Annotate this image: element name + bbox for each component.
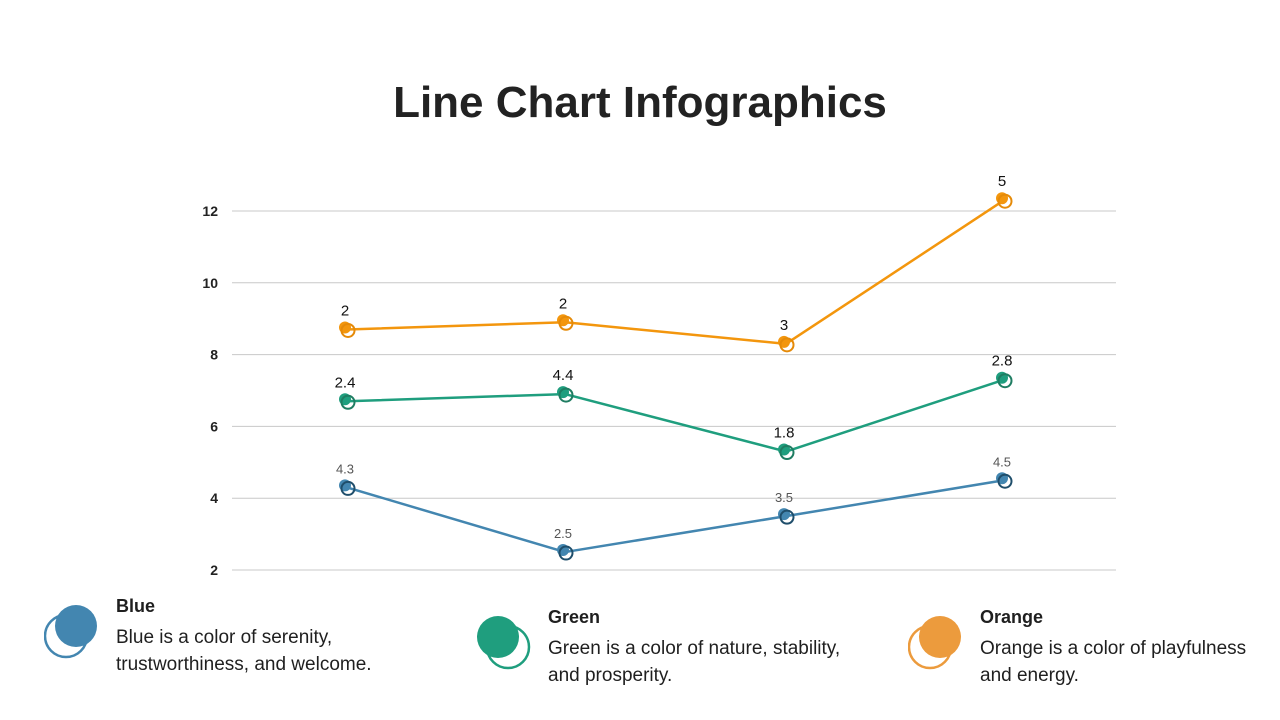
green-point-outline bbox=[340, 394, 356, 410]
green-data-label: 4.4 bbox=[553, 367, 574, 384]
orange-point-outline bbox=[779, 337, 795, 353]
orange-series-line bbox=[346, 199, 1005, 346]
blue-point-outline bbox=[997, 473, 1013, 489]
green-point-outline bbox=[779, 445, 795, 461]
orange-point-outline bbox=[558, 315, 574, 331]
orange-point-outline bbox=[997, 193, 1013, 209]
line-chart: 2 4 6 8 10 12 4.3 2.5 3.5 4.5 2.4 4.4 1.8 2.8 2 2 3 5 bbox=[202, 173, 1116, 578]
blue-data-label: 2.5 bbox=[554, 526, 572, 541]
orange-data-label: 2 bbox=[559, 295, 567, 312]
green-point-outline bbox=[997, 373, 1013, 389]
legend-description: Blue is a color of serenity, trustworthi… bbox=[116, 627, 372, 675]
green-series-line bbox=[346, 378, 1005, 453]
green-dot-icon bbox=[477, 616, 531, 670]
blue-data-label: 3.5 bbox=[775, 490, 793, 505]
orange-data-label: 5 bbox=[998, 173, 1006, 190]
green-data-label: 2.4 bbox=[335, 374, 356, 391]
blue-point-outline bbox=[779, 509, 795, 525]
blue-point-outline bbox=[558, 545, 574, 561]
y-tick-label: 2 bbox=[210, 562, 218, 578]
blue-dot-icon bbox=[44, 605, 97, 659]
y-tick-label: 12 bbox=[202, 203, 218, 219]
y-tick-label: 8 bbox=[210, 347, 218, 363]
green-data-label: 2.8 bbox=[992, 353, 1013, 370]
blue-data-label: 4.5 bbox=[993, 454, 1011, 469]
y-tick-label: 10 bbox=[202, 275, 218, 291]
orange-dot-fill bbox=[919, 616, 961, 658]
orange-data-label: 2 bbox=[341, 302, 349, 319]
orange-point-outline bbox=[340, 322, 356, 338]
legend-name: Orange bbox=[980, 607, 1044, 627]
blue-dot-fill bbox=[55, 605, 97, 647]
legend-name: Blue bbox=[116, 596, 156, 616]
chart-title: Line Chart Infographics bbox=[393, 78, 887, 127]
y-tick-label: 6 bbox=[210, 418, 218, 434]
orange-dot-icon bbox=[908, 616, 961, 670]
legend-description: Green is a color of nature, stability, a… bbox=[548, 638, 841, 686]
blue-point-outline bbox=[340, 480, 356, 496]
orange-data-label: 3 bbox=[780, 317, 788, 334]
y-tick-label: 4 bbox=[210, 490, 218, 506]
green-data-label: 1.8 bbox=[774, 425, 795, 442]
blue-data-label: 4.3 bbox=[336, 461, 354, 476]
legend-description: Orange is a color of playfulness and ene… bbox=[980, 638, 1247, 686]
legend-name: Green bbox=[548, 607, 601, 627]
blue-series-line bbox=[346, 479, 1005, 554]
green-dot-fill bbox=[477, 616, 519, 658]
green-point-outline bbox=[558, 387, 574, 403]
